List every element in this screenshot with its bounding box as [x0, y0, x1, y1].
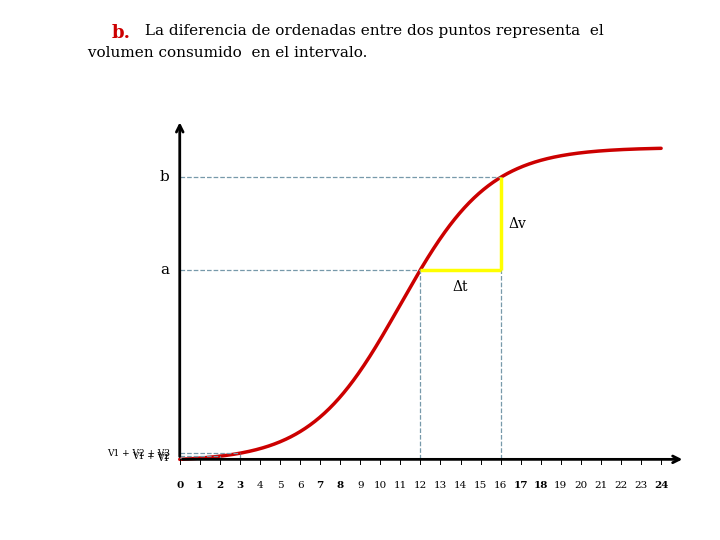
Text: 17: 17 [513, 481, 528, 490]
Text: b.: b. [112, 24, 130, 42]
Text: 9: 9 [357, 481, 364, 490]
Text: 18: 18 [534, 481, 548, 490]
Text: V1 + V2: V1 + V2 [132, 451, 170, 461]
Text: 20: 20 [575, 481, 588, 490]
Text: 8: 8 [337, 481, 343, 490]
Text: b: b [160, 171, 170, 184]
Text: V1: V1 [158, 454, 170, 463]
Text: 7: 7 [317, 481, 324, 490]
Text: 0: 0 [176, 481, 184, 490]
Text: Δt: Δt [453, 280, 468, 294]
Text: 13: 13 [434, 481, 447, 490]
Text: 24: 24 [654, 481, 668, 490]
Text: La diferencia de ordenadas entre dos puntos representa  el: La diferencia de ordenadas entre dos pun… [140, 24, 604, 38]
Polygon shape [649, 497, 685, 523]
Text: 2: 2 [216, 481, 223, 490]
Text: 21: 21 [594, 481, 608, 490]
Text: 4: 4 [256, 481, 264, 490]
Text: Δv: Δv [508, 217, 526, 231]
Text: 11: 11 [394, 481, 407, 490]
Text: 19: 19 [554, 481, 567, 490]
Text: 23: 23 [634, 481, 648, 490]
Text: 5: 5 [276, 481, 284, 490]
Text: 15: 15 [474, 481, 487, 490]
Text: 12: 12 [414, 481, 427, 490]
Text: volumen consumido  en el intervalo.: volumen consumido en el intervalo. [83, 46, 367, 60]
Text: 14: 14 [454, 481, 467, 490]
Text: 22: 22 [614, 481, 628, 490]
Text: 16: 16 [494, 481, 508, 490]
Text: a: a [161, 263, 170, 276]
Text: 1: 1 [196, 481, 204, 490]
Text: V1 + V2 + V3: V1 + V2 + V3 [107, 449, 170, 458]
Text: 3: 3 [236, 481, 243, 490]
Text: 6: 6 [297, 481, 303, 490]
Text: 10: 10 [374, 481, 387, 490]
